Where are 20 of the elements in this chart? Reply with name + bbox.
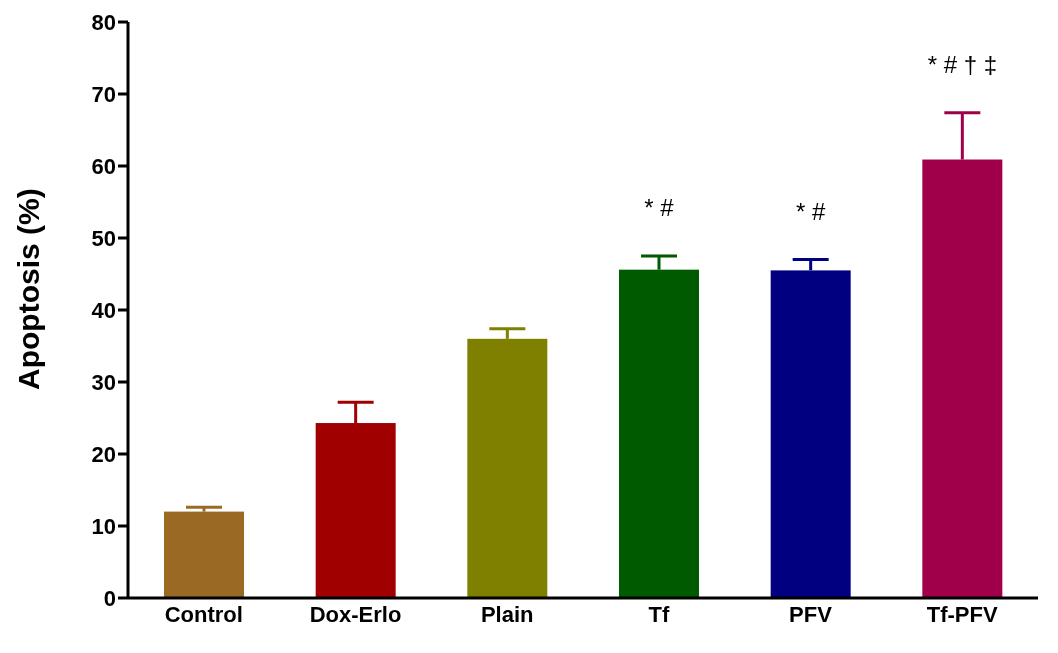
x-tick-label: PFV bbox=[789, 601, 833, 627]
y-tick-label: 70 bbox=[91, 81, 116, 107]
x-tick-label: Control bbox=[164, 601, 243, 627]
annotation: * # bbox=[644, 194, 675, 221]
y-tick-label: 20 bbox=[91, 441, 116, 467]
annotation: * # bbox=[795, 197, 826, 225]
y-tick-label: 40 bbox=[91, 297, 116, 323]
y-tick-label: 80 bbox=[91, 9, 116, 35]
y-tick-label: 0 bbox=[103, 585, 116, 611]
x-tick-label: Dox-Erlo bbox=[309, 601, 402, 627]
y-tick-label: 10 bbox=[91, 513, 116, 539]
y-tick-label: 50 bbox=[91, 225, 116, 251]
y-tick-label: 60 bbox=[91, 153, 116, 179]
x-tick-label: Tf-PFV bbox=[926, 601, 998, 627]
x-tick-label: Tf bbox=[648, 601, 670, 627]
y-tick-label: 30 bbox=[91, 369, 116, 395]
annotation: * # † ‡ bbox=[927, 50, 998, 78]
y-axis-title: Apoptosis (%) bbox=[11, 188, 45, 390]
bar bbox=[164, 511, 244, 598]
x-tick-label: Plain bbox=[480, 601, 534, 627]
